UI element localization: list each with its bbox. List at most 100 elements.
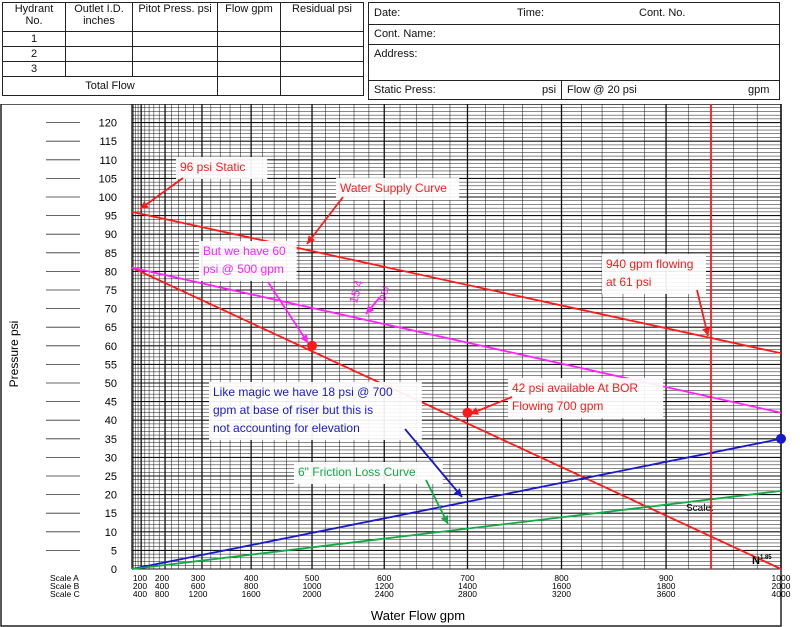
cont-name-label: Cont. Name: (374, 28, 436, 40)
y-tick-label: 25 (105, 471, 117, 483)
cont-name-row[interactable]: Cont. Name: (369, 24, 779, 45)
data-point (307, 340, 318, 351)
cell-input[interactable] (65, 31, 133, 47)
y-tick-label: 30 (105, 452, 117, 464)
static-flow-row: Static Press: psi Flow @ 20 psi gpm (369, 80, 779, 99)
cell-input[interactable] (65, 46, 133, 62)
cell-input[interactable] (217, 76, 281, 96)
col-residual: Residual psi (280, 2, 364, 32)
cell-input[interactable] (132, 31, 218, 47)
y-tick-label: 75 (105, 285, 117, 297)
cell-input[interactable] (65, 61, 133, 77)
annotation-arrowhead (702, 327, 711, 336)
x-tick-label: 1000 (303, 581, 322, 591)
annotation-box (508, 378, 664, 418)
address-label: Address: (374, 48, 418, 60)
static-press-unit: psi (542, 84, 557, 96)
scale-name: Scale C (50, 589, 80, 599)
x-tick-label: 900 (659, 573, 673, 583)
y-tick-label: 35 (105, 434, 117, 446)
x-tick-label: 700 (460, 573, 474, 583)
x-tick-label: 400 (155, 581, 169, 591)
row-number: 3 (2, 61, 66, 77)
annotation-arrow (267, 281, 309, 344)
time-label: Time: (517, 7, 545, 19)
table-row: 2 (2, 46, 364, 62)
y-tick-label: 50 (105, 378, 117, 390)
annotation-box (336, 178, 460, 200)
annotations: 96 psi Static Water Supply Curve But we ha… (139, 157, 711, 525)
series-line (131, 266, 782, 414)
annotation-arrow (139, 177, 184, 210)
x-tick-label: 2000 (772, 581, 791, 591)
annotation-arrowhead (440, 515, 448, 524)
y-tick-label: 15 (105, 508, 117, 520)
annotation-text: Water Supply Curve (340, 181, 447, 195)
cell-input[interactable] (280, 76, 364, 96)
annotation-arrowhead (366, 305, 375, 314)
annotation-arrowhead (470, 407, 479, 415)
series-line (131, 266, 782, 570)
annotation-text: psi @ 500 gpm (203, 262, 284, 276)
y-tick-label: 5 (111, 545, 117, 557)
y-tick-label: 45 (105, 397, 117, 409)
annotation-text: 96 psi Static (180, 160, 245, 174)
total-flow-row: Total Flow (2, 76, 364, 96)
y-tick-label: 90 (105, 229, 117, 241)
x-tick-label: 3200 (552, 589, 571, 599)
cell-input[interactable] (280, 46, 364, 62)
annotation-text: 940 gpm flowing (606, 257, 693, 271)
x-tick-label: 1400 (458, 581, 477, 591)
date-row: Date: Time: Cont. No. (369, 3, 779, 25)
x-tick-label: 600 (377, 573, 391, 583)
series-line (131, 489, 782, 570)
annotation-text: gpm at base of riser but this is (213, 403, 373, 417)
cell-input[interactable] (217, 46, 281, 62)
hydrant-table-panel: Hydrant No. Outlet I.D. inches Pitot Pre… (2, 2, 364, 100)
cont-no-label: Cont. No. (639, 7, 686, 19)
x-tick-label: 1200 (375, 581, 394, 591)
annotation-arrow (404, 428, 463, 498)
y-tick-label: 105 (99, 173, 117, 185)
annotation-box (209, 382, 422, 440)
x-tick-label: 100 (133, 573, 147, 583)
cell-input[interactable] (132, 46, 218, 62)
y-axis-label: Pressure psi (7, 321, 21, 388)
x-tick-label: 800 (244, 581, 258, 591)
annotation-text: at 61 psi (606, 275, 651, 289)
info-panel: Date: Time: Cont. No. Cont. Name: Addres… (368, 2, 780, 100)
hydrant-table-header: Hydrant No. Outlet I.D. inches Pitot Pre… (2, 2, 364, 32)
annotation-box (294, 462, 443, 484)
cell-input[interactable] (280, 61, 364, 77)
x-tick-label: 600 (191, 581, 205, 591)
x-tick-label: 800 (155, 589, 169, 599)
y-tick-label: 85 (105, 248, 117, 260)
table-row: 1 (2, 31, 364, 47)
x-tick-label: 400 (133, 589, 147, 599)
y-tick-label: 80 (105, 266, 117, 278)
x-tick-label: 2000 (303, 589, 322, 599)
y-tick-label: 70 (105, 304, 117, 316)
y-tick-label: 20 (105, 490, 117, 502)
annotation-text: 6" Friction Loss Curve (298, 465, 416, 479)
x-tick-label: 500 (305, 573, 319, 583)
y-tick-label: 10 (105, 527, 117, 539)
address-row[interactable]: Address: (369, 44, 779, 81)
col-pitot-press: Pitot Press. psi (132, 2, 218, 32)
annotation-arrowhead (453, 488, 462, 497)
cell-input[interactable] (132, 61, 218, 77)
series-line (131, 211, 782, 355)
scale-name: Scale A (50, 573, 79, 583)
annotation-arrowhead (307, 235, 316, 244)
table-row: 3 (2, 61, 364, 77)
cell-input[interactable] (217, 61, 281, 77)
x-tick-labels: 1002004002004008003006001200400800160050… (50, 573, 791, 599)
cell-input[interactable] (280, 31, 364, 47)
hydrant-table: Hydrant No. Outlet I.D. inches Pitot Pre… (2, 2, 364, 96)
annotation-text: Like magic we have 18 psi @ 700 (213, 385, 393, 399)
static-press-label: Static Press: (374, 84, 436, 96)
cell-input[interactable] (217, 31, 281, 47)
row-number: 1 (2, 31, 66, 47)
scale-note: Scale: (686, 503, 714, 514)
x-tick-label: 300 (191, 573, 205, 583)
